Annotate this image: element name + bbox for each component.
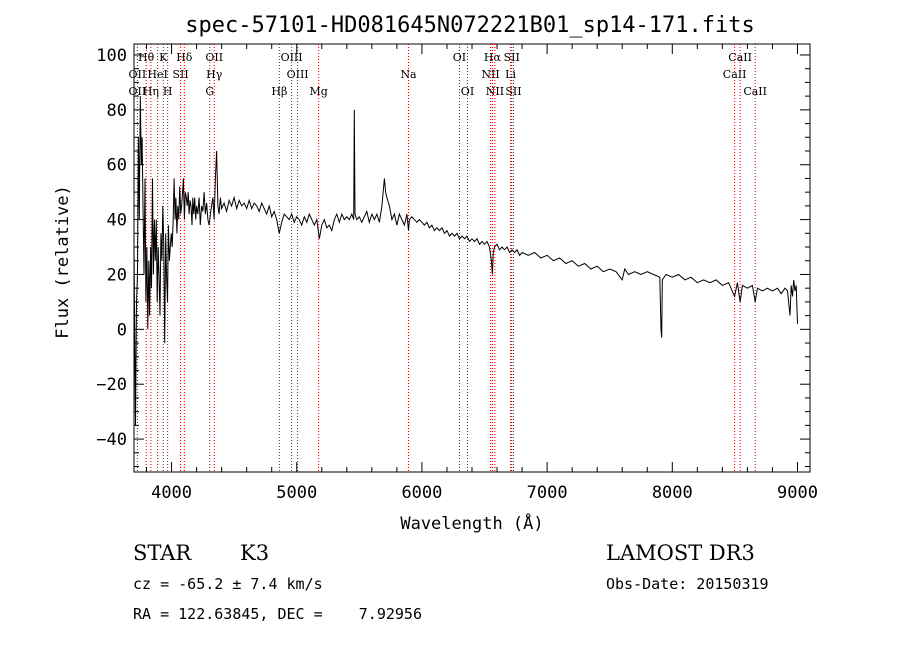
marker-label: OI xyxy=(461,85,474,98)
marker-label: OII xyxy=(129,85,147,98)
observation-date: Obs-Date: 20150319 xyxy=(606,575,769,593)
x-tick-label: 4000 xyxy=(151,483,192,503)
x-tick-label: 9000 xyxy=(777,483,818,503)
marker-label: CaII xyxy=(728,51,752,64)
chart-title: spec-57101-HD081645N072221B01_sp14-171.f… xyxy=(185,13,755,38)
marker-label: OII xyxy=(205,51,223,64)
spectrum-line xyxy=(133,96,798,426)
redshift-cz: cz = -65.2 ± 7.4 km/s xyxy=(133,575,323,593)
object-class: STAR xyxy=(133,541,192,565)
y-tick-label: −40 xyxy=(96,430,127,450)
y-axis-label: Flux (relative) xyxy=(53,185,73,339)
marker-label: Hδ xyxy=(176,51,193,64)
marker-label: Hβ xyxy=(271,85,287,98)
marker-label: OIII xyxy=(287,68,309,81)
x-axis-label: Wavelength (Å) xyxy=(400,512,543,534)
y-axis-ticks: −40 −20 0 20 40 60 80 100 xyxy=(96,46,810,468)
plot-frame xyxy=(133,43,811,473)
y-tick-label: 20 xyxy=(107,265,127,285)
marker-label: CaII xyxy=(723,68,747,81)
y-tick-label: 80 xyxy=(107,101,127,121)
marker-label: G xyxy=(205,85,214,98)
y-tick-label: 40 xyxy=(107,211,127,231)
survey-name: LAMOST DR3 xyxy=(606,541,755,565)
marker-label: Hη xyxy=(143,85,159,98)
marker-label: SII xyxy=(172,68,188,81)
marker-label: NII xyxy=(486,85,504,98)
marker-label: Mg xyxy=(309,85,327,98)
emission-line-markers xyxy=(136,44,756,472)
y-tick-label: −20 xyxy=(96,375,127,395)
x-tick-label: 8000 xyxy=(652,483,693,503)
ra-dec-coordinates: RA = 122.63845, DEC = 7.92956 xyxy=(133,605,422,623)
x-tick-label: 5000 xyxy=(276,483,317,503)
marker-label: H xyxy=(163,85,173,98)
x-tick-label: 7000 xyxy=(527,483,568,503)
x-tick-label: 6000 xyxy=(401,483,442,503)
x-axis-ticks: 4000 5000 6000 7000 8000 9000 xyxy=(146,44,818,503)
marker-label: OI xyxy=(453,51,466,64)
marker-label: Li xyxy=(505,68,516,81)
marker-label: Hγ xyxy=(206,68,223,81)
y-tick-label: 0 xyxy=(117,320,127,340)
marker-label: OIII xyxy=(281,51,303,64)
marker-label: Hθ xyxy=(138,51,155,64)
marker-label: K xyxy=(159,51,168,64)
y-tick-label: 100 xyxy=(96,46,127,66)
marker-label: NII xyxy=(481,68,499,81)
marker-label: SII xyxy=(504,51,520,64)
y-tick-label: 60 xyxy=(107,156,127,176)
marker-label: Na xyxy=(400,68,417,81)
marker-label: CaII xyxy=(743,85,767,98)
object-subclass: K3 xyxy=(240,541,269,565)
marker-label: OII xyxy=(129,68,147,81)
marker-label: SII xyxy=(505,85,521,98)
marker-label: Hα xyxy=(484,51,502,64)
marker-label: HeI xyxy=(147,68,167,81)
